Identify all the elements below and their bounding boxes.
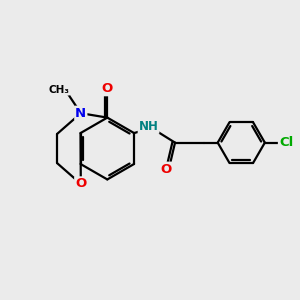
Text: O: O [102,82,113,95]
Text: CH₃: CH₃ [48,85,69,94]
Text: Cl: Cl [279,136,293,149]
Text: NH: NH [139,120,158,133]
Text: O: O [160,163,171,176]
Text: O: O [75,177,86,190]
Text: N: N [75,107,86,120]
